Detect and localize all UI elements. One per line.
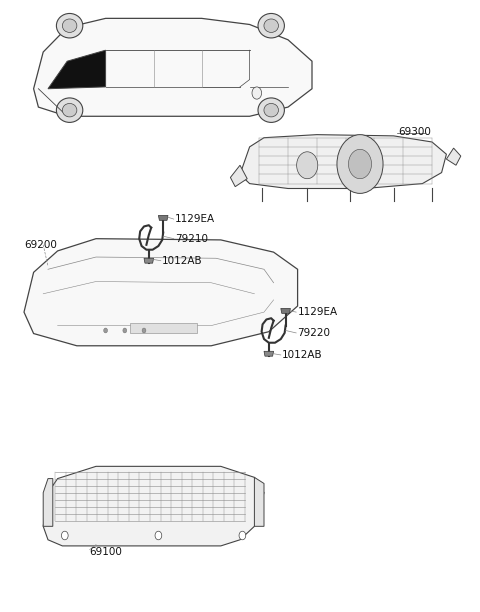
Polygon shape	[43, 466, 264, 546]
Circle shape	[348, 149, 372, 179]
Polygon shape	[34, 18, 312, 116]
Circle shape	[61, 531, 68, 540]
Polygon shape	[281, 308, 290, 313]
Polygon shape	[48, 50, 106, 89]
Text: 79210: 79210	[175, 234, 208, 244]
Ellipse shape	[62, 103, 77, 117]
Bar	[130, 323, 197, 333]
Circle shape	[297, 152, 318, 179]
Circle shape	[155, 531, 162, 540]
Polygon shape	[24, 239, 298, 346]
Text: 69300: 69300	[398, 127, 431, 136]
Text: 1129EA: 1129EA	[298, 307, 338, 317]
Polygon shape	[230, 165, 247, 187]
Circle shape	[123, 328, 127, 333]
Polygon shape	[446, 148, 461, 165]
Text: 1129EA: 1129EA	[175, 214, 216, 224]
Ellipse shape	[264, 19, 278, 32]
Text: 69100: 69100	[89, 547, 121, 557]
Circle shape	[239, 531, 246, 540]
Ellipse shape	[258, 13, 284, 38]
Ellipse shape	[62, 19, 77, 32]
Text: 79220: 79220	[298, 328, 331, 338]
Polygon shape	[240, 135, 446, 188]
Text: 1012AB: 1012AB	[282, 350, 323, 360]
Circle shape	[104, 328, 108, 333]
Text: 1012AB: 1012AB	[162, 256, 203, 266]
Ellipse shape	[56, 98, 83, 122]
Circle shape	[252, 87, 262, 99]
Polygon shape	[43, 479, 53, 526]
Polygon shape	[158, 215, 168, 220]
Ellipse shape	[56, 13, 83, 38]
Circle shape	[142, 328, 146, 333]
Circle shape	[337, 135, 383, 193]
Ellipse shape	[258, 98, 284, 122]
Text: 69200: 69200	[24, 240, 57, 250]
Ellipse shape	[264, 103, 278, 117]
Polygon shape	[264, 351, 274, 356]
Polygon shape	[144, 258, 154, 263]
Polygon shape	[254, 477, 264, 526]
